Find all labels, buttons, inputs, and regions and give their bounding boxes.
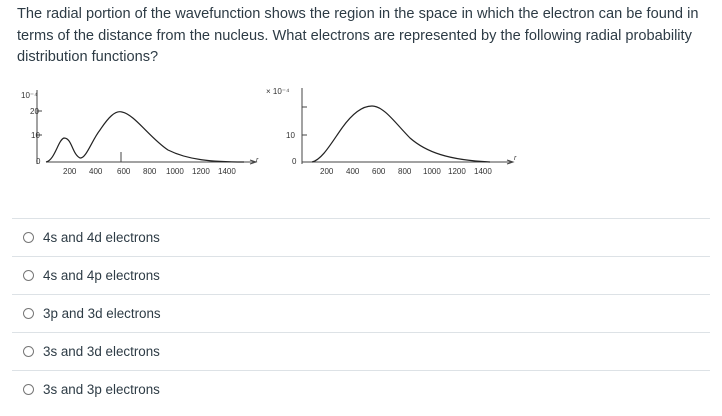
plot-1-xtick-1200: 1200 bbox=[192, 167, 210, 176]
radial-distribution-figure: 10⁻⁴ 20 10 0 r 200 400 600 800 1000 1200… bbox=[21, 87, 517, 176]
plot-1-xtick-1400: 1400 bbox=[218, 167, 236, 176]
radio-button[interactable] bbox=[23, 384, 34, 395]
plot-1-axis-var: r bbox=[256, 157, 259, 164]
plot-1-xtick-800: 800 bbox=[143, 167, 157, 176]
answer-option-label: 4s and 4p electrons bbox=[43, 268, 160, 283]
plot-1-ytick-10: 10 bbox=[31, 131, 40, 140]
plot-2-ytick-10: 10 bbox=[286, 131, 295, 140]
radio-button[interactable] bbox=[23, 308, 34, 319]
plot-1-ytick-20: 20 bbox=[30, 107, 39, 116]
plot-1-ytick-0: 0 bbox=[36, 157, 41, 166]
plot-1-scale-label: 10⁻⁴ bbox=[21, 91, 38, 100]
plot-2-xtick-200: 200 bbox=[320, 167, 334, 176]
answer-option-1[interactable]: 4s and 4d electrons bbox=[12, 218, 710, 256]
question-text: The radial portion of the wavefunction s… bbox=[17, 6, 699, 65]
plot-1-xtick-600: 600 bbox=[117, 167, 131, 176]
radio-button[interactable] bbox=[23, 232, 34, 243]
radio-button[interactable] bbox=[23, 346, 34, 357]
plot-2-xtick-1200: 1200 bbox=[448, 167, 466, 176]
answer-option-2[interactable]: 4s and 4p electrons bbox=[12, 256, 710, 294]
plot-2-ytick-0: 0 bbox=[292, 157, 297, 166]
plot-1: 10⁻⁴ 20 10 0 r 200 400 600 800 1000 1200… bbox=[21, 90, 259, 176]
plot-2-xtick-1000: 1000 bbox=[423, 167, 441, 176]
plot-2-axis-var: r bbox=[514, 155, 517, 162]
answer-option-label: 3s and 3d electrons bbox=[43, 344, 160, 359]
plot-1-curve bbox=[45, 111, 245, 163]
plot-2-scale-label: × 10⁻⁴ bbox=[266, 87, 290, 96]
plot-1-xtick-200: 200 bbox=[63, 167, 77, 176]
plot-2-xtick-400: 400 bbox=[346, 167, 360, 176]
plot-2-xtick-600: 600 bbox=[372, 167, 386, 176]
answer-option-5[interactable]: 3s and 3p electrons bbox=[12, 370, 710, 408]
answer-option-4[interactable]: 3s and 3d electrons bbox=[12, 332, 710, 370]
answer-option-label: 3p and 3d electrons bbox=[43, 306, 161, 321]
plot-2: × 10⁻⁴ 10 0 r 200 400 600 800 1000 1200 … bbox=[266, 87, 517, 176]
plot-2-xtick-800: 800 bbox=[398, 167, 412, 176]
answer-option-label: 4s and 4d electrons bbox=[43, 230, 160, 245]
radio-button[interactable] bbox=[23, 270, 34, 281]
plot-1-xtick-400: 400 bbox=[89, 167, 103, 176]
plot-2-xtick-1400: 1400 bbox=[474, 167, 492, 176]
plot-1-xtick-1000: 1000 bbox=[166, 167, 184, 176]
plot-2-curve bbox=[311, 105, 491, 163]
answer-options: 4s and 4d electrons 4s and 4p electrons … bbox=[12, 218, 710, 408]
answer-option-label: 3s and 3p electrons bbox=[43, 382, 160, 397]
answer-option-3[interactable]: 3p and 3d electrons bbox=[12, 294, 710, 332]
